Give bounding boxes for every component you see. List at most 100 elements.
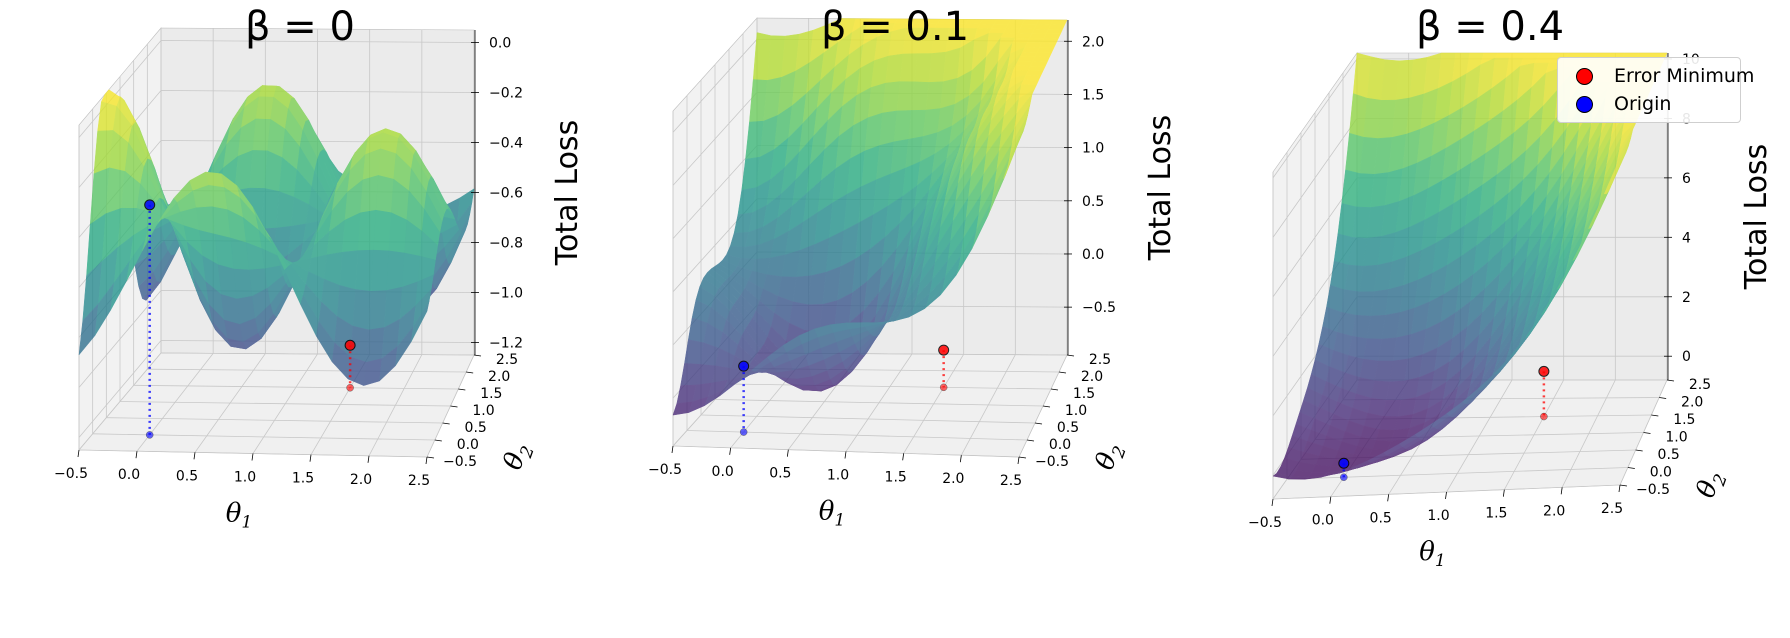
surface-cell	[1039, 42, 1057, 49]
x-tick	[367, 455, 370, 463]
z-tick-label: −0.8	[489, 236, 523, 252]
surface-cell	[990, 23, 1009, 30]
x-tick-label: 1.5	[1485, 506, 1507, 522]
x-tick-label: −0.5	[1248, 515, 1282, 531]
y-tick	[1659, 397, 1667, 399]
x-tick-label: 0.0	[1312, 513, 1334, 529]
error-minimum-projection	[346, 384, 354, 392]
y-tick-label: 1.0	[1065, 403, 1087, 419]
origin-projection	[145, 431, 154, 439]
x-tick	[1502, 489, 1505, 497]
z-tick-label: −0.4	[489, 136, 523, 152]
x-tick-label: 0.5	[769, 466, 791, 482]
surface-cell	[1017, 28, 1035, 34]
legend-marker-error-minimum	[1576, 67, 1593, 85]
x-tick-label: 1.0	[827, 468, 849, 484]
surface-cell	[1047, 24, 1066, 30]
surface-cell	[1032, 56, 1050, 62]
surface-cell	[360, 175, 379, 214]
y-tick	[442, 422, 450, 425]
surface-cell	[386, 250, 405, 291]
x-tick	[193, 452, 196, 460]
x-tick	[671, 445, 674, 454]
x-tick-label: 2.0	[350, 472, 372, 488]
surface-cell	[993, 19, 1012, 25]
x-tick	[729, 447, 732, 455]
y-axis-label: θ2	[1691, 467, 1732, 504]
grid-line-y	[714, 399, 1044, 407]
y-axis-label: θ2	[498, 439, 539, 476]
panel-1: −0.5 0.0 0.5 1.0 1.5 2.0 2.5−0.50.00.51.01.52.…	[54, 4, 585, 533]
loss-surface	[78, 84, 475, 386]
y-tick	[1635, 449, 1643, 452]
x-tick-label: 2.0	[942, 471, 964, 487]
y-tick	[426, 456, 435, 459]
x-tick-label: 0.5	[1370, 510, 1392, 526]
surface-cell	[1603, 156, 1623, 195]
y-tick-label: −0.5	[443, 454, 477, 470]
x-tick	[844, 451, 847, 459]
origin-projection	[1340, 473, 1348, 481]
origin-projection	[739, 428, 748, 436]
surface-cell	[1017, 56, 1036, 62]
surface-cell	[1025, 70, 1044, 76]
chart-title: β = 0	[245, 4, 355, 50]
y-tick	[466, 371, 474, 374]
surface-cell	[1022, 47, 1040, 53]
error-minimum-projection	[1540, 412, 1548, 421]
surface-cell	[1031, 28, 1049, 35]
y-tick	[1034, 422, 1043, 425]
grid-line-y	[106, 417, 443, 424]
x-tick-label: 1.0	[234, 470, 256, 486]
y-tick	[1627, 467, 1635, 469]
y-tick	[434, 439, 442, 442]
x-tick	[1618, 484, 1621, 493]
loss-surface	[1272, 52, 1668, 480]
x-tick-label: 0.0	[712, 464, 734, 480]
z-tick-label: 0.5	[1082, 194, 1104, 210]
surface-cell	[388, 212, 408, 254]
surface-cell	[1012, 37, 1030, 44]
legend-item-error-minimum: Error Minimum	[1576, 64, 1754, 88]
y-tick	[1619, 484, 1628, 487]
y-tick-label: 2.0	[1681, 395, 1703, 411]
y-tick-label: −0.5	[1035, 454, 1069, 470]
x-tick-label: 2.5	[1601, 501, 1623, 517]
x-tick	[1329, 496, 1332, 504]
origin-marker	[738, 360, 750, 372]
x-tick-label: 1.5	[885, 469, 907, 485]
y-tick-label: 1.5	[1073, 386, 1095, 402]
y-tick	[1026, 439, 1035, 442]
y-tick	[1643, 432, 1651, 434]
z-tick-label: 0	[1682, 349, 1691, 365]
x-tick	[1017, 456, 1020, 465]
surface-cell	[1036, 19, 1054, 25]
x-tick	[902, 453, 905, 461]
y-tick-label: 0.5	[1057, 420, 1079, 436]
error-minimum-marker	[938, 344, 950, 356]
y-tick-label: 1.5	[1673, 412, 1695, 428]
grid-line-y	[160, 352, 475, 356]
z-tick-label: 2	[1682, 290, 1691, 306]
origin-marker	[1338, 457, 1350, 469]
surface-cell	[1021, 19, 1040, 25]
x-tick-label: 2.5	[408, 473, 430, 489]
x-tick	[1387, 494, 1390, 502]
surface-cell	[1034, 51, 1053, 58]
x-tick	[135, 451, 138, 459]
surface-cell	[1027, 65, 1046, 72]
y-tick-label: 2.5	[1689, 377, 1711, 393]
surface-cell	[1033, 24, 1052, 30]
chart-title: β = 0.4	[1416, 4, 1564, 50]
surface-cell	[1003, 134, 1022, 179]
surface-cell	[1005, 23, 1023, 30]
grid-line-y	[147, 368, 467, 373]
error-minimum-projection	[939, 383, 948, 392]
legend-label-error-minimum: Error Minimum	[1614, 65, 1755, 87]
z-tick-label: 0.0	[489, 36, 511, 52]
y-tick-label: 2.0	[488, 369, 510, 385]
surface-cell	[1019, 51, 1038, 58]
y-tick-label: 0.5	[465, 420, 487, 436]
legend-item-origin: Origin	[1576, 92, 1671, 116]
